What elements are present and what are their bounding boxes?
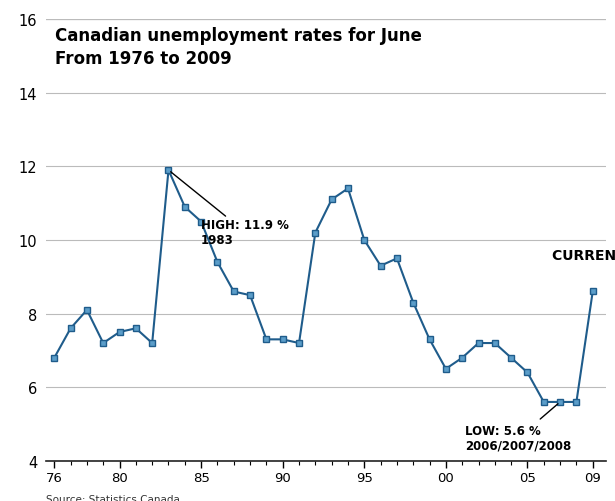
Text: Source: Statistics Canada: Source: Statistics Canada: [46, 494, 180, 501]
Text: HIGH: 11.9 %
1983: HIGH: 11.9 % 1983: [170, 172, 289, 246]
Text: CURRENT: 8.6%: CURRENT: 8.6%: [552, 248, 615, 262]
Text: Canadian unemployment rates for June
From 1976 to 2009: Canadian unemployment rates for June Fro…: [55, 27, 421, 68]
Text: LOW: 5.6 %
2006/2007/2008: LOW: 5.6 % 2006/2007/2008: [466, 404, 572, 452]
